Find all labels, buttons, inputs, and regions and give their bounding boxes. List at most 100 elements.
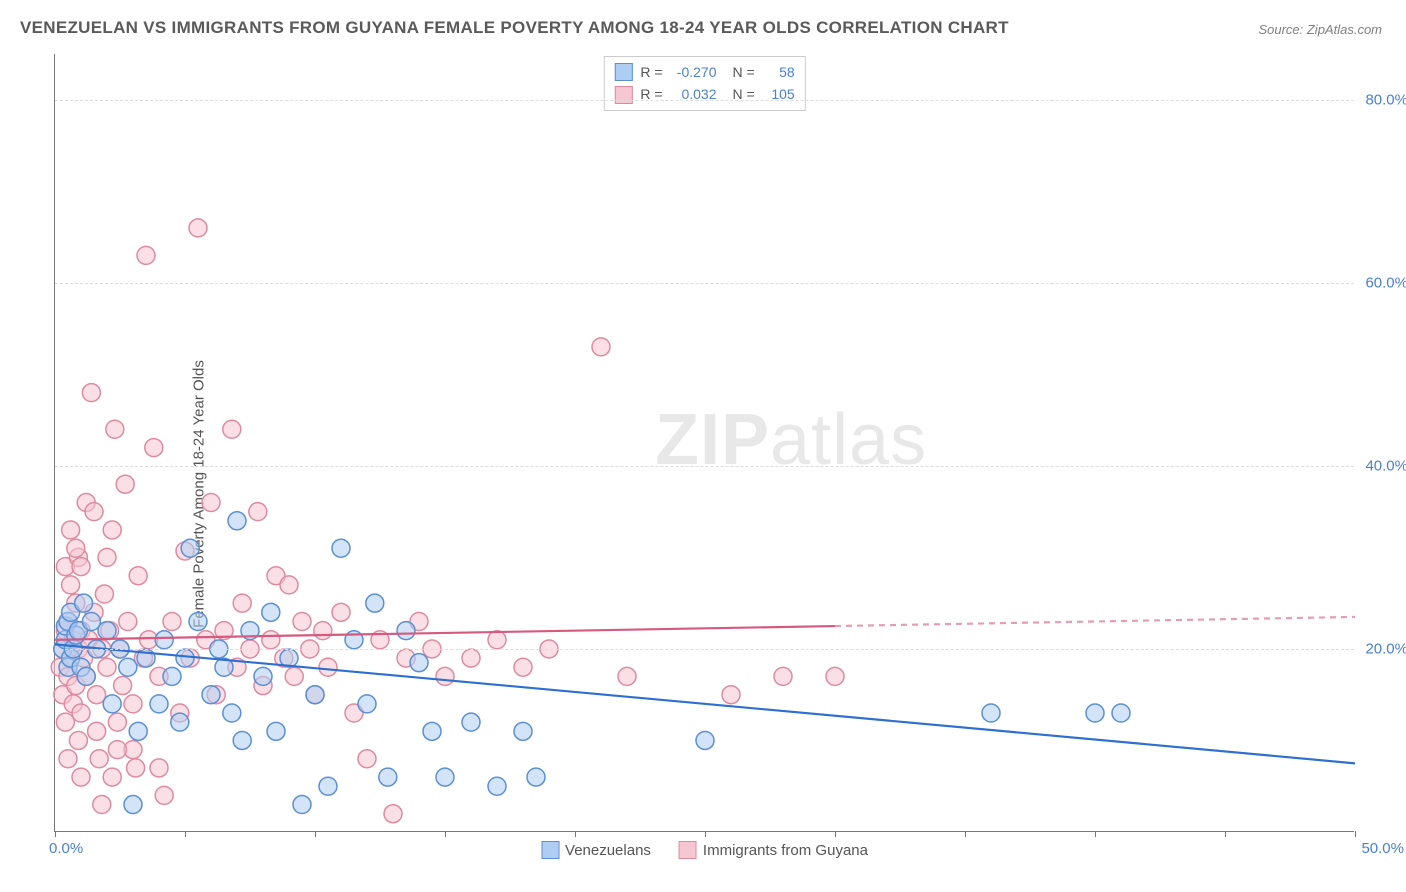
data-point xyxy=(249,503,267,521)
data-point xyxy=(358,695,376,713)
data-point xyxy=(826,667,844,685)
data-point xyxy=(129,722,147,740)
data-point xyxy=(95,585,113,603)
data-point xyxy=(103,521,121,539)
data-point xyxy=(722,686,740,704)
xtick xyxy=(445,831,446,837)
data-point xyxy=(384,805,402,823)
gridline xyxy=(55,100,1354,101)
data-point xyxy=(379,768,397,786)
data-point xyxy=(293,612,311,630)
data-point xyxy=(280,576,298,594)
data-point xyxy=(75,594,93,612)
xtick xyxy=(315,831,316,837)
data-point xyxy=(106,420,124,438)
data-point xyxy=(462,649,480,667)
chart-title: VENEZUELAN VS IMMIGRANTS FROM GUYANA FEM… xyxy=(20,18,1009,38)
data-point xyxy=(124,796,142,814)
data-point xyxy=(314,622,332,640)
data-point xyxy=(85,503,103,521)
data-point xyxy=(176,649,194,667)
data-point xyxy=(223,704,241,722)
ytick-label: 40.0% xyxy=(1360,457,1406,474)
data-point xyxy=(103,695,121,713)
data-point xyxy=(514,658,532,676)
data-point xyxy=(93,796,111,814)
data-point xyxy=(1112,704,1130,722)
data-point xyxy=(90,750,108,768)
xtick xyxy=(1095,831,1096,837)
data-point xyxy=(150,759,168,777)
data-point xyxy=(262,603,280,621)
data-point xyxy=(124,695,142,713)
data-point xyxy=(223,420,241,438)
xtick xyxy=(55,831,56,837)
legend-item-0: Venezuelans xyxy=(541,841,651,859)
legend-label-0: Venezuelans xyxy=(565,842,651,859)
xtick xyxy=(575,831,576,837)
data-point xyxy=(150,695,168,713)
data-point xyxy=(108,713,126,731)
data-point xyxy=(233,594,251,612)
data-point xyxy=(62,576,80,594)
data-point xyxy=(488,777,506,795)
data-point xyxy=(233,731,251,749)
plot-area: Female Poverty Among 18-24 Year Olds ZIP… xyxy=(54,54,1354,832)
data-point xyxy=(119,612,137,630)
data-point xyxy=(293,796,311,814)
data-point xyxy=(163,667,181,685)
data-point xyxy=(436,667,454,685)
data-point xyxy=(98,622,116,640)
data-point xyxy=(98,548,116,566)
data-point xyxy=(69,731,87,749)
data-point xyxy=(155,631,173,649)
data-point xyxy=(181,539,199,557)
data-point xyxy=(62,521,80,539)
gridline xyxy=(55,283,1354,284)
data-point xyxy=(163,612,181,630)
data-point xyxy=(137,246,155,264)
data-point xyxy=(514,722,532,740)
data-point xyxy=(119,658,137,676)
data-point xyxy=(332,603,350,621)
data-point xyxy=(114,677,132,695)
data-point xyxy=(108,741,126,759)
xtick xyxy=(185,831,186,837)
legend-swatch-1 xyxy=(679,841,697,859)
data-point xyxy=(67,539,85,557)
data-point xyxy=(592,338,610,356)
data-point xyxy=(462,713,480,731)
data-point xyxy=(488,631,506,649)
data-point xyxy=(254,667,272,685)
data-point xyxy=(423,722,441,740)
data-point xyxy=(285,667,303,685)
data-point xyxy=(202,493,220,511)
data-point xyxy=(129,567,147,585)
xtick xyxy=(1355,831,1356,837)
data-point xyxy=(527,768,545,786)
data-point xyxy=(696,731,714,749)
source-attribution: Source: ZipAtlas.com xyxy=(1258,22,1382,37)
data-point xyxy=(88,722,106,740)
data-point xyxy=(410,654,428,672)
gridline xyxy=(55,466,1354,467)
data-point xyxy=(189,219,207,237)
data-point xyxy=(366,594,384,612)
xtick xyxy=(835,831,836,837)
bottom-legend: Venezuelans Immigrants from Guyana xyxy=(541,841,868,859)
data-point xyxy=(72,768,90,786)
data-point xyxy=(77,667,95,685)
xtick xyxy=(1225,831,1226,837)
xtick-label: 0.0% xyxy=(49,840,83,857)
data-point xyxy=(145,439,163,457)
data-point xyxy=(319,777,337,795)
data-point xyxy=(116,475,134,493)
xtick xyxy=(965,831,966,837)
data-point xyxy=(982,704,1000,722)
data-point xyxy=(267,722,285,740)
data-point xyxy=(618,667,636,685)
data-point xyxy=(189,612,207,630)
data-point xyxy=(59,750,77,768)
ytick-label: 20.0% xyxy=(1360,640,1406,657)
data-point xyxy=(1086,704,1104,722)
